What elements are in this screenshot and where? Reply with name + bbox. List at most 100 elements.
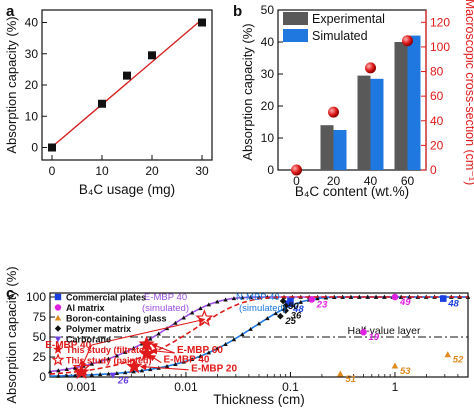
x-tick-label: 0 (293, 174, 300, 188)
literature-ref-label: 25 (284, 316, 296, 327)
curve-sample-marker (365, 294, 370, 299)
panel-a-xlabel: B₄C usage (mg) (79, 182, 175, 197)
curve-painted-fit (49, 296, 468, 375)
curve-sample-marker (72, 373, 78, 378)
x-tick-label: 0 (49, 164, 56, 178)
data-point (48, 143, 56, 152)
nmbp-sim-label-line2: (simulated) (239, 303, 286, 314)
legend-label-simulated: Simulated (312, 29, 368, 43)
panel-c-xlabel: Thickness (cm) (213, 392, 305, 407)
this-study-filtrated-point (138, 345, 155, 361)
literature-ref-label: 52 (453, 355, 464, 366)
this-study-painted-point (195, 309, 214, 327)
cross-section-point (291, 164, 302, 176)
literature-ref-label: 50 (288, 301, 299, 312)
curve-sample-marker (173, 320, 178, 325)
legend-marker (51, 353, 65, 366)
y2-tick-label: 100 (430, 40, 450, 54)
curve-sample-marker (248, 295, 253, 300)
panel-c-ylabel: Absorption capacity (%) (4, 266, 19, 403)
legend-marker (53, 344, 63, 354)
curve-sample-marker (215, 346, 220, 351)
y-tick-label: 0 (31, 141, 38, 155)
literature-ref-label: 48 (447, 299, 459, 310)
emb-sim-label-line2: (simulated) (142, 303, 189, 314)
legend-marker (54, 336, 62, 343)
legend-label-experimental: Experimental (312, 12, 385, 26)
literature-point (279, 297, 287, 305)
panel-c-annotations: E-MBP 40 E-MBP 60E-MBP 40E-MBP 20 (45, 340, 237, 374)
bar-experimental (394, 42, 408, 170)
literature-point (109, 372, 117, 379)
y-tick-label: 30 (25, 47, 39, 61)
literature-ref-label: 48 (292, 304, 304, 315)
literature-point (360, 328, 367, 336)
y-tick-label: 50 (33, 330, 47, 344)
curve-sample-marker (139, 368, 145, 373)
curve-sample-marker (114, 371, 120, 376)
curve-sample-marker (231, 296, 237, 301)
curve-sample-marker (97, 359, 103, 364)
curve-sample-marker (198, 353, 203, 358)
curve-sample-marker (106, 371, 111, 376)
literature-ref-label: 23 (316, 299, 328, 310)
literature-ref-label: 51 (345, 374, 356, 385)
y-tick-label: 40 (261, 35, 275, 49)
literature-ref-label: 36 (291, 311, 302, 322)
legend-label: This study (painted) (66, 356, 152, 366)
fit-line (51, 18, 203, 148)
literature-ref-label: 49 (399, 297, 411, 308)
bar-experimental (320, 125, 334, 170)
curve-sample-marker (72, 365, 78, 370)
y-tick-label: 0 (267, 163, 274, 177)
curve-sample-marker (189, 356, 195, 361)
literature-point (282, 307, 289, 314)
y2-tick-label: 60 (430, 89, 444, 103)
literature-point (391, 293, 399, 301)
panel-b-cross-section-points (291, 35, 413, 176)
y2-tick-label: 80 (430, 65, 444, 79)
legend-label: Polymer matrix (66, 324, 131, 334)
curve-sample-marker (114, 353, 120, 358)
curve-sample-marker (265, 316, 270, 321)
curve-sample-marker (164, 364, 170, 369)
data-point (98, 99, 106, 108)
literature-ref-label: 26 (117, 375, 129, 386)
x-tick-label: 20 (145, 164, 159, 178)
legend-swatch-simulated (283, 29, 308, 42)
panel-a-y-axis: 0 10 20 30 40 (25, 16, 47, 155)
curve-sample-marker (189, 310, 195, 315)
annotation-label: E-MBP 60 (177, 345, 223, 356)
annotation-arrow (91, 317, 206, 346)
curve-sample-marker (89, 361, 94, 366)
legend-marker (54, 325, 62, 332)
y-tick-label: 10 (25, 109, 39, 123)
curve-sample-marker (148, 367, 153, 372)
cross-section-point (402, 35, 413, 47)
curve-sample-marker (106, 356, 111, 361)
curve-sample-marker (240, 295, 245, 300)
panel-b-letter: b (233, 3, 242, 20)
curve-sample-marker (56, 373, 61, 378)
cross-section-point (328, 106, 339, 118)
literature-point (277, 312, 284, 320)
curve-sample-marker (47, 369, 53, 374)
curve-sample-marker (156, 331, 161, 336)
panel-a-x-axis: 0 10 20 30 (49, 155, 209, 178)
panel-c-y-axis: 0 25 50 75 100 (26, 290, 55, 384)
legend-marker (54, 304, 62, 311)
literature-point (444, 351, 452, 358)
curve-sample-marker (56, 368, 61, 373)
x-tick-label: 1 (392, 380, 399, 394)
half-value-label: Half-value layer (348, 325, 421, 337)
curve-sample-marker (89, 372, 94, 377)
curve-sample-marker (348, 294, 354, 299)
this-study-painted-point (72, 358, 91, 376)
literature-point (439, 295, 447, 302)
curve-sample-marker (315, 296, 320, 301)
literature-point (287, 297, 294, 305)
annotation-arrow (148, 354, 162, 364)
panel-c: 0 25 50 75 100 0.001 0.01 0.1 1 Half-value laye… (4, 266, 471, 407)
